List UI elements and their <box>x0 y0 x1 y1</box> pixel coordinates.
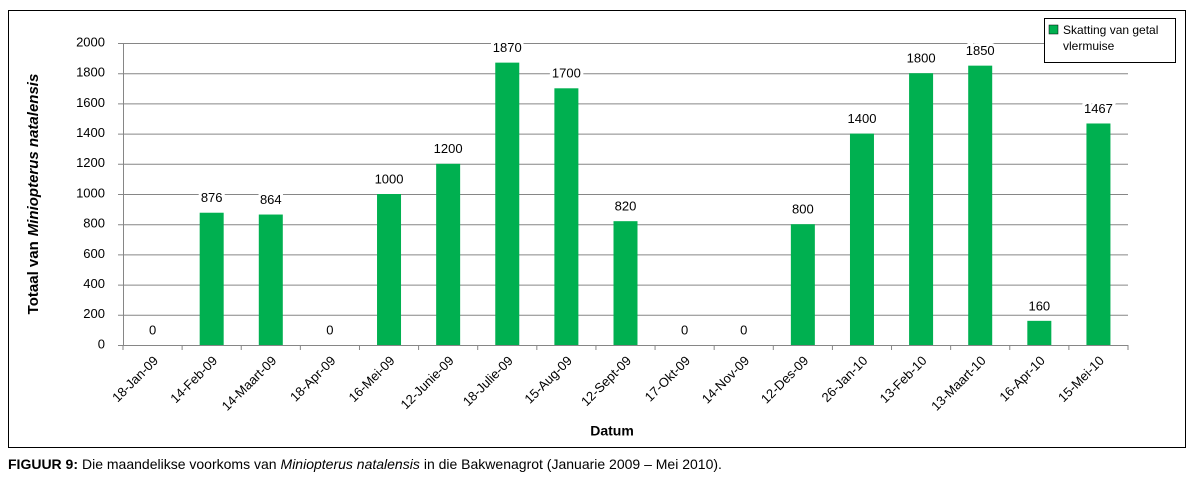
y-tick-label: 1800 <box>76 65 105 80</box>
x-axis-title: Datum <box>590 423 634 439</box>
bar <box>436 163 461 345</box>
y-tick-label: 800 <box>83 216 105 231</box>
y-tick-label: 1400 <box>76 125 105 140</box>
value-label: 820 <box>615 199 637 214</box>
caption-species: Miniopterus natalensis <box>281 456 420 472</box>
bar <box>909 73 934 345</box>
bar <box>968 65 993 346</box>
y-tick-label: 2000 <box>76 34 105 49</box>
value-label: 1870 <box>493 40 522 55</box>
bar <box>554 88 579 346</box>
bar <box>377 194 402 345</box>
legend: Skatting van getal vlermuise <box>1044 18 1176 63</box>
y-tick-label: 400 <box>83 276 105 291</box>
value-label: 160 <box>1028 298 1050 313</box>
legend-box <box>1044 18 1176 63</box>
legend-label-line: vlermuise <box>1063 39 1115 53</box>
legend-label-line: Skatting van getal <box>1063 23 1158 37</box>
bar <box>258 214 283 345</box>
bar <box>613 221 638 345</box>
legend-label: Skatting van getal vlermuise <box>1063 23 1158 53</box>
value-label: 0 <box>149 322 156 337</box>
value-label: 1467 <box>1084 101 1113 116</box>
value-label: 1700 <box>552 66 581 81</box>
y-axis-title-italic: Miniopterus natalensis <box>25 74 42 237</box>
bar <box>1086 123 1111 345</box>
bar <box>1027 320 1052 345</box>
value-label: 800 <box>792 202 814 217</box>
caption-text: in die Bakwenagrot (Januarie 2009 – Mei … <box>424 456 722 472</box>
bar <box>849 133 874 345</box>
value-label: 0 <box>740 322 747 337</box>
y-tick-label: 200 <box>83 306 105 321</box>
caption-label: FIGUUR 9: <box>8 456 78 472</box>
y-tick-label: 600 <box>83 246 105 261</box>
y-tick-label: 1200 <box>76 155 105 170</box>
value-label: 864 <box>260 192 282 207</box>
caption-text: Die maandelikse voorkoms van <box>82 456 277 472</box>
y-tick-label: 0 <box>98 336 105 351</box>
bar <box>495 62 520 345</box>
caption: FIGUUR 9: Die maandelikse voorkoms van Min… <box>8 456 722 472</box>
y-axis-title-prefix: Totaal van <box>25 241 42 314</box>
legend-swatch <box>1048 24 1059 35</box>
value-label: 1850 <box>966 43 995 58</box>
bar <box>199 212 224 345</box>
value-label: 1000 <box>375 171 404 186</box>
bar <box>790 224 815 345</box>
value-label: 876 <box>201 190 223 205</box>
y-tick-label: 1600 <box>76 95 105 110</box>
y-axis-title: Totaal van Miniopterus natalensis <box>25 74 42 315</box>
value-label: 0 <box>681 322 688 337</box>
value-label: 1800 <box>907 51 936 66</box>
value-label: 0 <box>326 322 333 337</box>
y-tick-label: 1000 <box>76 185 105 200</box>
value-label: 1200 <box>434 141 463 156</box>
value-label: 1400 <box>848 111 877 126</box>
